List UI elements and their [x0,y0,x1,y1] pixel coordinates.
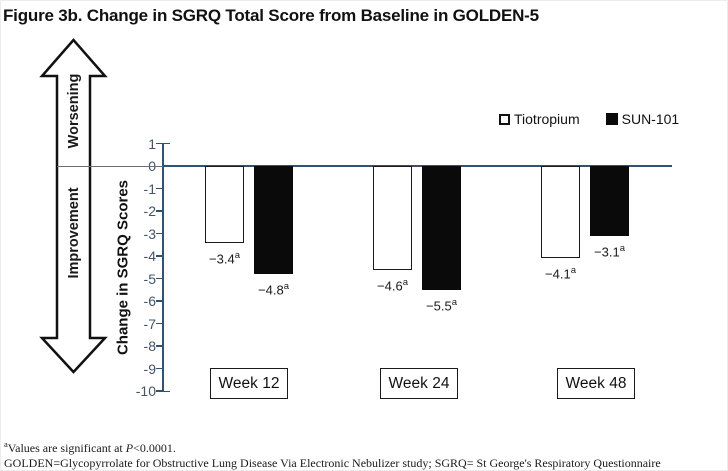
category-box-week-12: Week 12 [210,368,288,399]
y-axis-tick [156,187,163,190]
legend: Tiotropium SUN-101 [499,111,679,127]
y-axis-tick [156,277,163,280]
y-axis-tick [156,345,163,347]
y-axis-tick [156,390,163,392]
y-axis-tick [156,142,163,145]
y-axis-tick-label: -7 [143,315,156,332]
y-axis-tick-label: -8 [143,338,156,354]
worsening-improvement-arrow: Worsening Improvement [39,38,108,374]
category-box-week-48: Week 48 [557,368,635,399]
bar-tiotropium-week-48 [541,166,580,259]
improvement-label: Improvement [66,187,82,278]
y-axis-tick [156,322,163,325]
y-axis-tick [156,367,163,370]
bar-sun101-week-24 [422,166,461,290]
y-axis-tick-label: -1 [143,180,156,197]
footnote-line-2: GOLDEN=Glycopyrrolate for Obstructive Lu… [4,455,661,470]
y-axis-tick-label: -4 [143,248,156,264]
bar-tiotropium-week-12 [205,166,244,243]
footnotes: aValues are significant at P<0.0001. GOL… [4,437,724,470]
legend-item-sun101: SUN-101 [605,111,680,127]
category-box-week-24: Week 24 [380,368,458,399]
bar-value-label: −4.8a [258,281,289,298]
footnote-line-1: aValues are significant at P<0.0001. [4,439,176,455]
bar-value-label: −5.5a [426,296,457,314]
y-axis-tick-label: -5 [143,270,156,287]
y-axis-cap [163,391,170,393]
y-axis-tick [156,255,163,257]
bar-value-label: −4.1a [545,265,576,282]
zero-line [163,165,672,167]
sun101-swatch-icon [605,113,618,125]
y-axis-tick-label: -10 [135,383,156,399]
bar-value-label: −3.1a [594,242,625,260]
bar-sun101-week-12 [254,166,293,274]
legend-label-sun101: SUN-101 [621,111,680,127]
figure-title: Figure 3b. Change in SGRQ Total Score fr… [3,6,539,25]
bar-value-label: −4.6a [377,276,408,293]
y-axis-tick [156,232,163,235]
y-axis-line [162,143,164,392]
bar-value-label: −3.4a [209,249,240,266]
zero-reference-line-left [57,166,163,167]
bar-sun101-week-48 [590,166,629,236]
tiotropium-swatch-icon [499,113,510,125]
worsening-label: Worsening [66,74,82,149]
bar-tiotropium-week-24 [373,166,412,270]
y-axis-tick-label: -9 [143,360,156,377]
y-axis-tick-label: -2 [143,203,156,219]
y-axis-cap [163,143,170,145]
y-axis-tick-label: -3 [143,225,156,242]
y-axis-tick-label: 1 [148,135,156,152]
double-arrow-shape [39,38,108,374]
legend-item-tiotropium: Tiotropium [499,111,580,127]
legend-label-tiotropium: Tiotropium [514,111,580,127]
y-axis-tick [156,300,163,302]
y-axis-tick [156,210,163,212]
y-axis-tick-label: -6 [143,293,156,309]
